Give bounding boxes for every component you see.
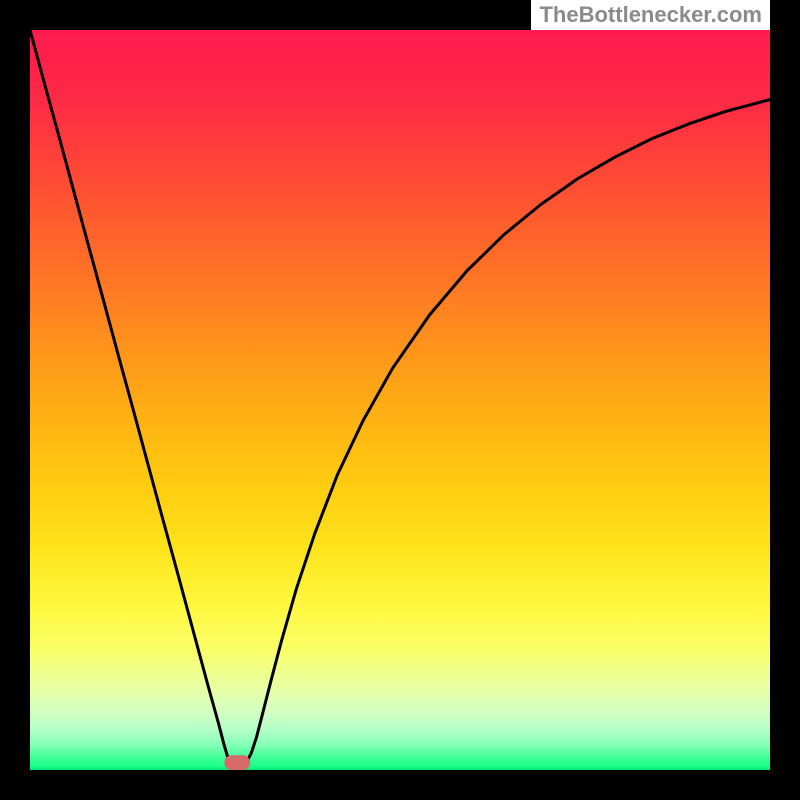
watermark-label: TheBottlenecker.com	[531, 0, 770, 30]
plot-area	[30, 30, 770, 770]
min-marker	[224, 755, 250, 770]
chart-container: TheBottlenecker.com	[0, 0, 800, 800]
gradient-background	[30, 30, 770, 770]
chart-svg	[30, 30, 770, 770]
